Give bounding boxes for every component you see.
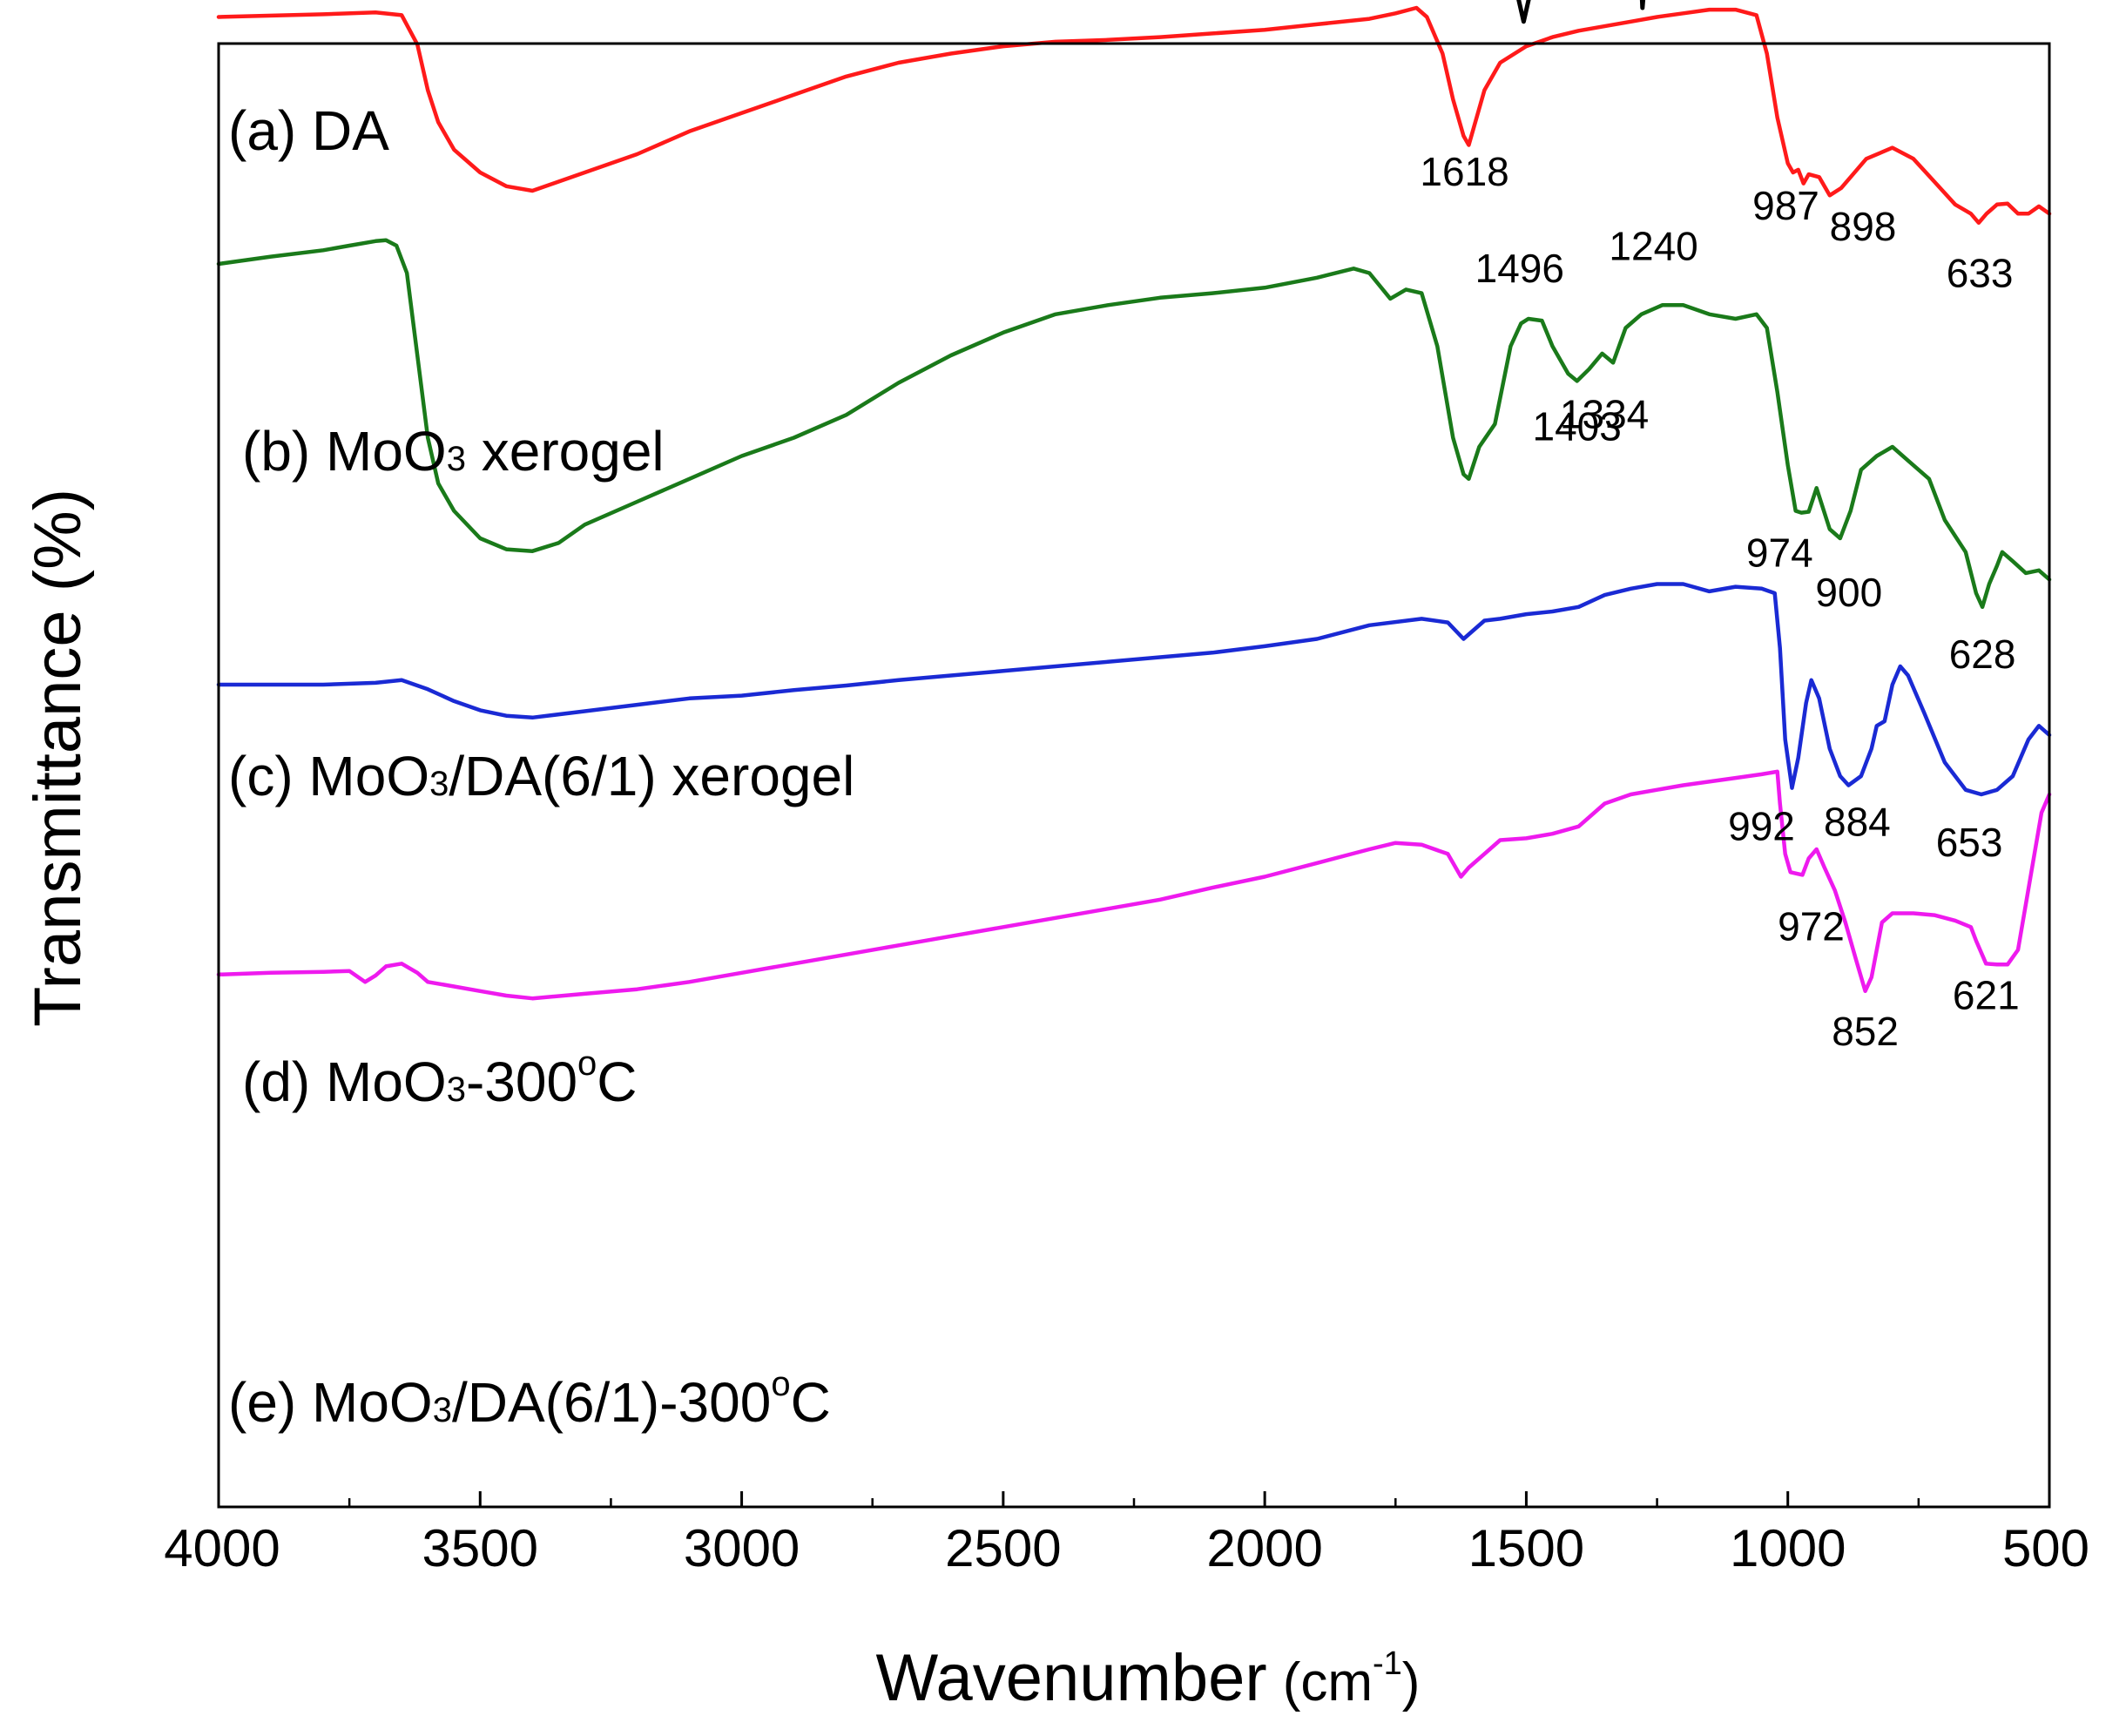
series-line-c-moo3-da-xerogel (216, 238, 2052, 610)
peak-label-1240: 1240 (1609, 223, 1697, 268)
x-tick-label-1000: 1000 (1730, 1519, 1846, 1577)
series-label-e-moo3-da-300c: (e) MoO3/DA(6/1)-300oC (228, 1365, 831, 1434)
series-label-c-moo3-da-xerogel: (c) MoO3/DA(6/1) xerogel (228, 745, 854, 807)
peak-label-1403: 1403 (1533, 403, 1622, 449)
series-line-e-moo3-da-300c (216, 769, 2052, 1001)
x-ticks: 4000 3500 3000 2500 2000 1500 1000 500 (164, 1491, 2089, 1577)
x-axis-title: Wavenumber (cm-1) (876, 1641, 1421, 1715)
x-tick-label-3000: 3000 (684, 1519, 800, 1577)
x-tick-label-3500: 3500 (422, 1519, 538, 1577)
series-label-d-moo3-300c: (d) MoO3-300oC (242, 1044, 638, 1113)
peak-label-621: 621 (1953, 972, 2020, 1017)
x-tick-label-1500: 1500 (1468, 1519, 1584, 1577)
y-axis-title: Transmittance (%) (21, 489, 95, 1027)
peak-label-1496: 1496 (1475, 246, 1564, 291)
peak-label-653: 653 (1936, 820, 2003, 865)
peak-label-633: 633 (1947, 250, 2014, 295)
x-tick-label-2500: 2500 (945, 1519, 1061, 1577)
x-tick-label-4000: 4000 (164, 1519, 280, 1577)
peak-label-1334: 1334 (1560, 391, 1649, 436)
peak-label-898: 898 (1830, 204, 1897, 249)
peak-label-992: 992 (1728, 804, 1795, 849)
series-label-b-moo3-xerogel: (b) MoO3 xerogel (242, 420, 665, 483)
spectrum-curves (216, 0, 2052, 1001)
series-line-a-da (1516, 0, 1646, 24)
peak-label-900: 900 (1815, 570, 1882, 615)
x-tick-label-500: 500 (2002, 1519, 2089, 1577)
peak-label-972: 972 (1778, 903, 1845, 949)
series-line-d-moo3-300c (216, 582, 2052, 797)
series-label-a-da: (a) DA (228, 99, 389, 162)
x-tick-label-2000: 2000 (1206, 1519, 1322, 1577)
peak-label-884: 884 (1824, 800, 1891, 845)
peak-label-628: 628 (1949, 632, 2016, 677)
peak-label-1618: 1618 (1420, 149, 1508, 194)
series-line-b-moo3-xerogel (216, 5, 2052, 226)
peak-label-974: 974 (1746, 530, 1813, 576)
series-labels: (a) DA (b) MoO3 xerogel (c) MoO3/DA(6/1) x… (228, 99, 854, 1434)
peak-label-852: 852 (1832, 1009, 1899, 1054)
peak-label-987: 987 (1752, 183, 1819, 228)
